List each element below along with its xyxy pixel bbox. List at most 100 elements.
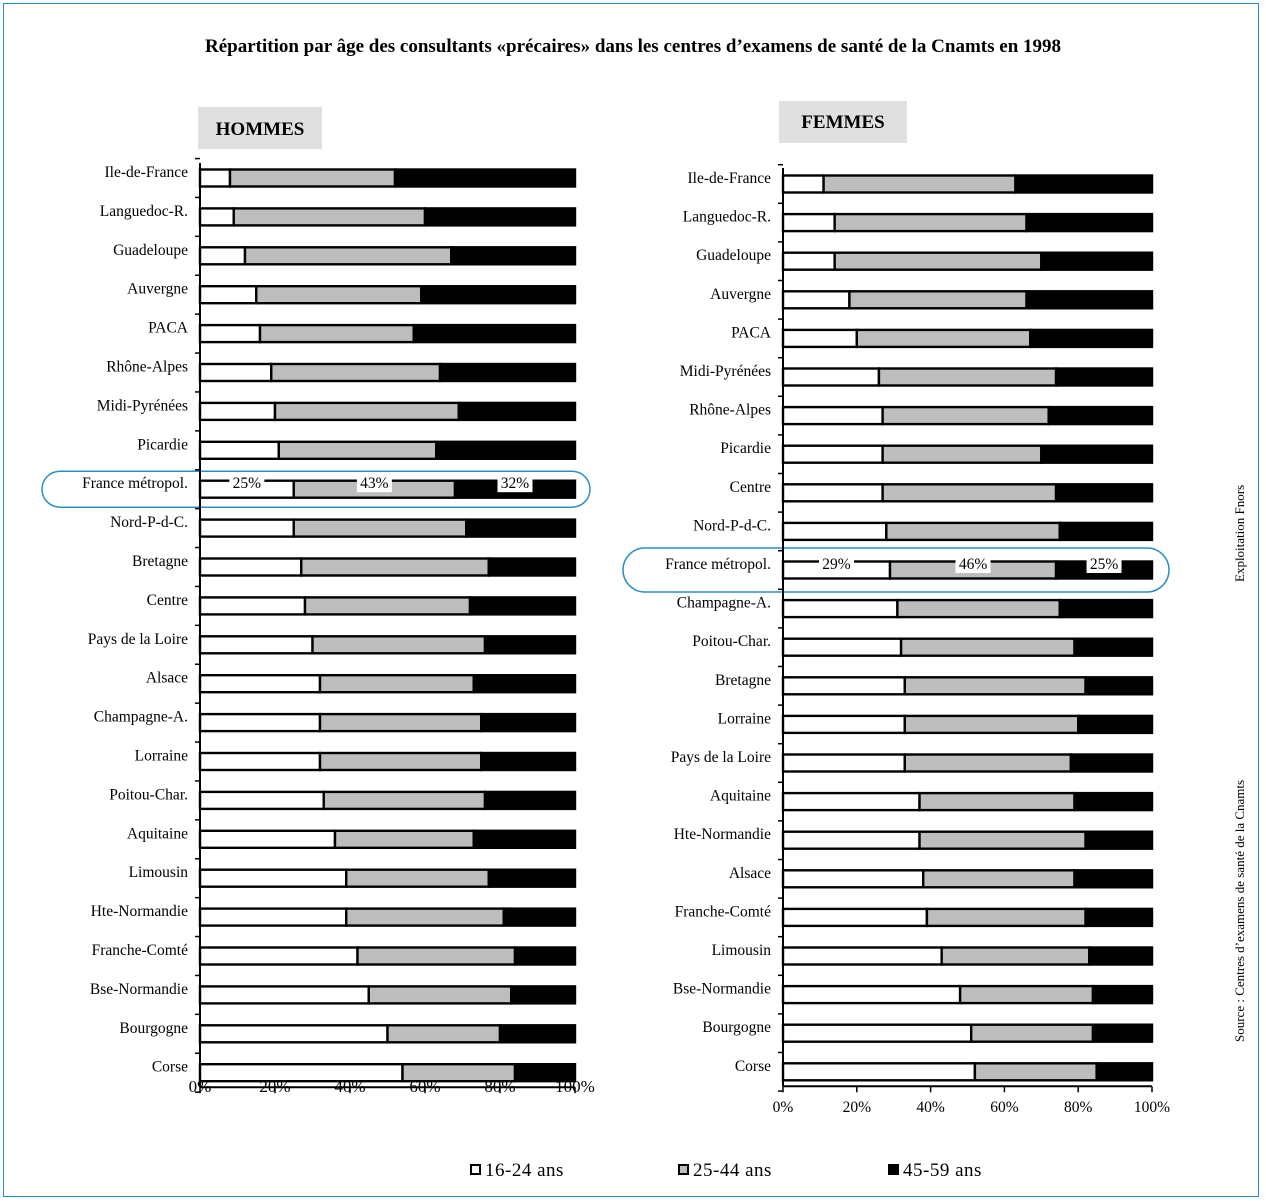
category-label: PACA: [731, 324, 772, 341]
category-label: Ile-de-France: [688, 170, 772, 187]
bar-segment-16-24: [781, 637, 903, 657]
bar-segment-45-59: [465, 518, 577, 538]
bar-segment-45-59: [472, 829, 577, 849]
category-label: PACA: [148, 320, 189, 337]
category-label: Guadeloupe: [113, 242, 188, 259]
value-label-bg: [497, 473, 533, 493]
bar-segment-45-59: [468, 596, 577, 616]
panel-title-box: [779, 101, 907, 143]
category-label: Midi-Pyrénées: [680, 363, 771, 380]
bar-segment-16-24: [781, 174, 825, 194]
bar-row: Limousin: [712, 942, 1154, 966]
bar-segment-45-59: [1084, 676, 1154, 696]
category-label: Rhône-Alpes: [106, 359, 188, 376]
bar-segment-25-44: [277, 440, 438, 460]
category-label: Hte-Normandie: [91, 903, 188, 920]
bar-segment-45-59: [1095, 1062, 1154, 1082]
x-tick-label: 40%: [916, 1099, 945, 1116]
bar-row: Poitou-Char.: [692, 633, 1154, 657]
bar-row: Bse-Normandie: [90, 981, 577, 1005]
bar-segment-16-24: [781, 521, 888, 542]
bar-segment-25-44: [896, 598, 1061, 619]
legend-swatch: [888, 1164, 899, 1175]
bar-segment-45-59: [435, 440, 577, 460]
bar-segment-45-59: [487, 557, 577, 577]
x-tick-label: 20%: [259, 1077, 290, 1096]
bar-row: Nord-P-d-C.: [110, 514, 577, 538]
bar-segment-25-44: [922, 869, 1076, 889]
category-label: Midi-Pyrénées: [97, 397, 188, 414]
bar-segment-45-59: [457, 401, 577, 422]
bar-segment-25-44: [228, 168, 397, 188]
bar-segment-25-44: [386, 1024, 502, 1044]
bar-segment-25-44: [292, 518, 468, 538]
bar-segment-45-59: [1091, 1023, 1154, 1043]
x-tick-label: 0%: [189, 1077, 212, 1096]
bar-segment-45-59: [1040, 444, 1154, 464]
bar-segment-16-24: [198, 362, 273, 383]
category-label: Bretagne: [132, 553, 188, 570]
x-tick-label: 100%: [555, 1077, 595, 1096]
bar-segment-45-59: [1073, 791, 1154, 812]
bar-segment-16-24: [198, 1024, 389, 1044]
bar-row: Languedoc-R.: [100, 203, 577, 227]
chart-title: Répartition par âge des consultants «pré…: [204, 36, 1062, 57]
bar-segment-45-59: [1069, 753, 1154, 773]
bar-segment-16-24: [781, 830, 921, 850]
category-label: Corse: [152, 1059, 188, 1076]
category-label: Ile-de-France: [105, 164, 189, 181]
category-label: Pays de la Loire: [88, 631, 188, 648]
bar-segment-25-44: [345, 907, 505, 927]
bar-row: Aquitaine: [710, 788, 1154, 812]
bar-segment-25-44: [833, 251, 1043, 271]
bar-segment-45-59: [1058, 521, 1154, 542]
bar-segment-25-44: [855, 328, 1032, 349]
category-label: Bse-Normandie: [673, 981, 771, 998]
bar-segment-45-59: [1040, 251, 1154, 271]
category-label: Centre: [730, 479, 771, 496]
bar-segment-25-44: [881, 444, 1043, 464]
bar-segment-45-59: [1073, 637, 1154, 657]
bar-row: Alsace: [729, 865, 1154, 889]
chart-hommes: HOMMES Ile-de-France Languedoc-R. Guadeloup…: [41, 107, 595, 1096]
bar-segment-45-59: [412, 323, 577, 344]
bar-segment-45-59: [483, 635, 577, 655]
category-label: Guadeloupe: [696, 247, 771, 264]
bar-segment-25-44: [318, 712, 483, 733]
bar-segment-25-44: [899, 637, 1076, 657]
bar-segment-25-44: [903, 753, 1073, 773]
bar-segment-16-24: [198, 868, 348, 888]
category-label: Centre: [147, 592, 188, 609]
bar-segment-25-44: [903, 714, 1080, 735]
value-label-bg: [229, 473, 265, 493]
category-label: France métropol.: [82, 475, 188, 492]
bar-segment-25-44: [833, 212, 1028, 233]
bar-segment-16-24: [781, 753, 906, 773]
bar-segment-16-24: [198, 557, 303, 577]
bar-segment-16-24: [198, 285, 258, 305]
bar-row: Bourgogne: [702, 1019, 1154, 1043]
bar-segment-25-44: [255, 285, 423, 305]
bar-segment-16-24: [781, 328, 859, 349]
bar-segment-16-24: [781, 1062, 977, 1082]
legend-label: 45-59 ans: [903, 1160, 982, 1181]
bar-segment-16-24: [781, 290, 851, 310]
legend-label: 16-24 ans: [485, 1160, 564, 1181]
bar-segment-45-59: [513, 1062, 577, 1083]
x-tick-label: 80%: [1064, 1099, 1093, 1116]
bar-segment-25-44: [973, 1062, 1098, 1082]
bar-segment-16-24: [198, 674, 322, 694]
category-label: France métropol.: [665, 556, 771, 573]
bar-row: Pays de la Loire: [88, 631, 577, 655]
bar-row: Hte-Normandie: [91, 903, 577, 927]
bar-row: Pays de la Loire: [671, 749, 1154, 773]
category-label: Bourgogne: [702, 1019, 771, 1036]
bar-segment-45-59: [1054, 483, 1154, 503]
value-label: 25%: [233, 475, 262, 492]
value-label-bg: [356, 473, 392, 493]
legend-label: 25-44 ans: [693, 1160, 772, 1181]
bar-segment-16-24: [781, 907, 929, 928]
bar-segment-16-24: [781, 984, 962, 1005]
x-tick-label: 20%: [843, 1099, 872, 1116]
